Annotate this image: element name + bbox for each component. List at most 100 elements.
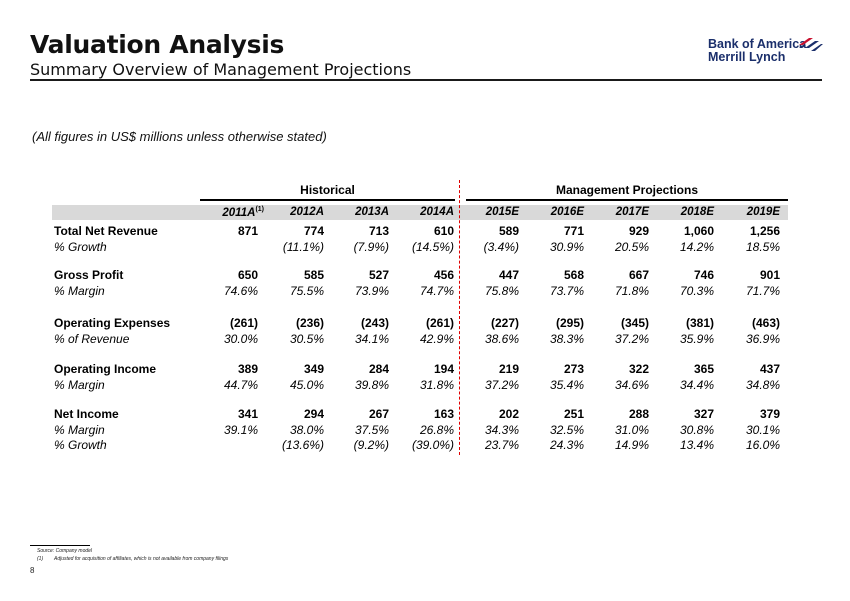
table-cell: (227) bbox=[490, 316, 519, 330]
table-cell: (345) bbox=[620, 316, 649, 330]
row-label: Operating Expenses bbox=[54, 316, 171, 330]
column-header-text: 2019E bbox=[746, 206, 780, 218]
table-cell: 37.2% bbox=[614, 332, 649, 346]
footnote-number: (1) bbox=[37, 556, 44, 562]
column-header-2016e: 2016E bbox=[524, 206, 584, 218]
logo-line-1: Bank of America bbox=[708, 37, 807, 51]
table-cell: 30.8% bbox=[679, 423, 714, 437]
row-label: Gross Profit bbox=[54, 268, 124, 282]
page-number: 8 bbox=[30, 566, 35, 575]
bank-of-america-flag-icon bbox=[799, 38, 823, 51]
table-cell: 288 bbox=[628, 407, 649, 421]
table-cell: 349 bbox=[303, 362, 324, 376]
table-cell: 71.7% bbox=[745, 284, 780, 298]
table-cell: 585 bbox=[303, 268, 324, 282]
footnote-marker: (1) bbox=[255, 206, 264, 213]
table-cell: 32.5% bbox=[549, 423, 584, 437]
table-cell: 589 bbox=[498, 224, 519, 238]
table-cell: 901 bbox=[759, 268, 780, 282]
table-cell: 75.5% bbox=[289, 284, 324, 298]
header-rule bbox=[30, 79, 822, 81]
table-cell: 34.6% bbox=[614, 378, 649, 392]
table-cell: 219 bbox=[498, 362, 519, 376]
table-cell: 70.3% bbox=[679, 284, 714, 298]
table-cell: 273 bbox=[563, 362, 584, 376]
column-header-text: 2013A bbox=[355, 206, 389, 218]
table-cell: (9.2%) bbox=[353, 438, 389, 452]
table-cell: 30.5% bbox=[289, 332, 324, 346]
table-cell: 322 bbox=[628, 362, 649, 376]
table-cell: 251 bbox=[563, 407, 584, 421]
row-label: Operating Income bbox=[54, 362, 157, 376]
table-cell: 294 bbox=[303, 407, 324, 421]
table-cell: (39.0%) bbox=[411, 438, 454, 452]
table-cell: 30.9% bbox=[549, 240, 584, 254]
table-cell: (261) bbox=[425, 316, 454, 330]
table-cell: 38.6% bbox=[484, 332, 519, 346]
column-header-text: 2011A bbox=[222, 206, 256, 219]
row-label: % Growth bbox=[54, 240, 107, 254]
table-cell: 34.3% bbox=[484, 423, 519, 437]
row-label: Net Income bbox=[54, 407, 119, 421]
column-header-text: 2012A bbox=[290, 206, 324, 218]
table-cell: (3.4%) bbox=[483, 240, 519, 254]
table-cell: (381) bbox=[685, 316, 714, 330]
table-cell: 44.7% bbox=[223, 378, 258, 392]
table-cell: 26.8% bbox=[419, 423, 454, 437]
source-note: Source: Company model bbox=[37, 548, 93, 554]
table-cell: 45.0% bbox=[289, 378, 324, 392]
table-cell: 30.0% bbox=[223, 332, 258, 346]
table-cell: (13.6%) bbox=[281, 438, 324, 452]
table-cell: 13.4% bbox=[679, 438, 714, 452]
table-cell: 774 bbox=[303, 224, 324, 238]
table-cell: (11.1%) bbox=[282, 240, 324, 254]
table-cell: 74.6% bbox=[223, 284, 258, 298]
column-header-band bbox=[52, 205, 788, 220]
table-cell: 36.9% bbox=[745, 332, 780, 346]
page-subtitle: Summary Overview of Management Projectio… bbox=[30, 60, 412, 79]
group-rule-projections bbox=[466, 199, 788, 201]
table-cell: 73.9% bbox=[354, 284, 389, 298]
table-cell: 39.8% bbox=[354, 378, 389, 392]
table-cell: 38.0% bbox=[289, 423, 324, 437]
table-cell: 38.3% bbox=[549, 332, 584, 346]
row-label: % of Revenue bbox=[54, 332, 130, 346]
source-rule bbox=[30, 545, 90, 546]
column-header-2012a: 2012A bbox=[264, 206, 324, 218]
table-cell: 31.0% bbox=[614, 423, 649, 437]
table-cell: 35.9% bbox=[679, 332, 714, 346]
table-cell: 23.7% bbox=[484, 438, 519, 452]
footnote-text: Adjusted for acquisition of affiliates, … bbox=[54, 556, 229, 562]
table-cell: 650 bbox=[237, 268, 258, 282]
historical-projection-divider bbox=[459, 180, 460, 455]
table-cell: 437 bbox=[759, 362, 780, 376]
table-cell: 327 bbox=[693, 407, 714, 421]
column-header-text: 2014A bbox=[420, 206, 454, 218]
column-header-text: 2015E bbox=[485, 206, 519, 218]
table-cell: (7.9%) bbox=[353, 240, 389, 254]
table-cell: 284 bbox=[368, 362, 389, 376]
row-label: % Margin bbox=[54, 284, 105, 298]
row-label: % Margin bbox=[54, 378, 105, 392]
table-cell: (295) bbox=[555, 316, 584, 330]
table-cell: 42.9% bbox=[419, 332, 454, 346]
column-header-text: 2018E bbox=[680, 206, 714, 218]
table-cell: 74.7% bbox=[419, 284, 454, 298]
table-cell: 194 bbox=[433, 362, 454, 376]
table-cell: 34.4% bbox=[679, 378, 714, 392]
table-cell: 610 bbox=[433, 224, 454, 238]
table-cell: 389 bbox=[237, 362, 258, 376]
row-label: % Growth bbox=[54, 438, 107, 452]
table-cell: 447 bbox=[498, 268, 519, 282]
table-cell: (463) bbox=[751, 316, 780, 330]
column-header-2018e: 2018E bbox=[654, 206, 714, 218]
table-cell: 713 bbox=[368, 224, 389, 238]
table-cell: 24.3% bbox=[549, 438, 584, 452]
table-cell: 75.8% bbox=[484, 284, 519, 298]
table-cell: (236) bbox=[295, 316, 324, 330]
column-header-text: 2017E bbox=[615, 206, 649, 218]
units-note: (All figures in US$ millions unless othe… bbox=[32, 129, 327, 144]
table-cell: 1,256 bbox=[749, 224, 780, 238]
table-cell: 202 bbox=[498, 407, 519, 421]
table-cell: 379 bbox=[759, 407, 780, 421]
